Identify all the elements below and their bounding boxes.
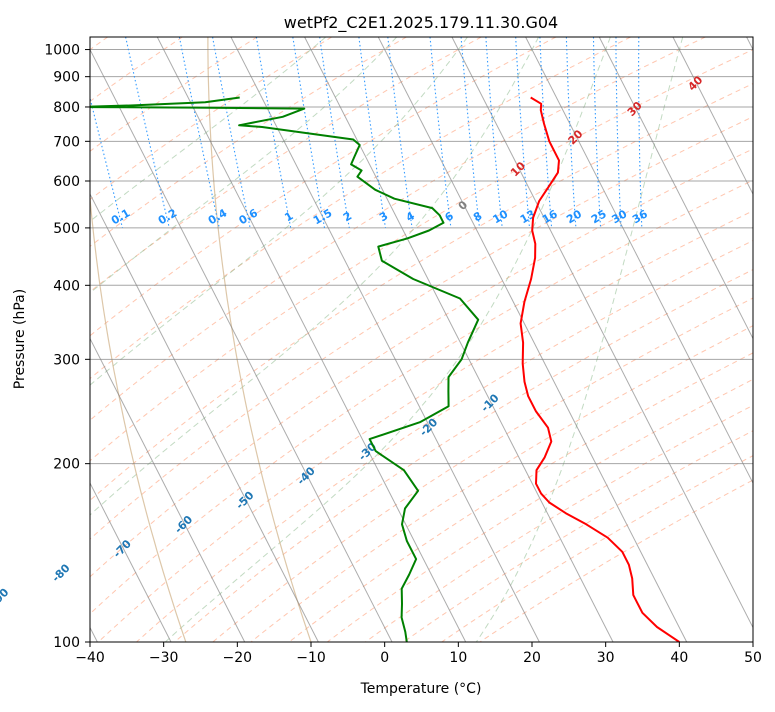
dry-adiabat-label: -90	[0, 586, 12, 609]
x-tick-label: −30	[149, 650, 179, 666]
x-tick-label: 0	[380, 650, 389, 666]
x-tick-label: −20	[223, 650, 253, 666]
x-tick-label: 40	[670, 650, 688, 666]
y-tick-label: 300	[53, 352, 80, 368]
x-axis-label: Temperature (°C)	[360, 681, 482, 697]
y-tick-label: 100	[53, 635, 80, 651]
y-tick-label: 800	[53, 100, 80, 116]
x-tick-label: 30	[597, 650, 615, 666]
chart-title: wetPf2_C2E1.2025.179.11.30.G04	[284, 13, 558, 33]
y-tick-label: 600	[53, 174, 80, 190]
y-tick-label: 200	[53, 457, 80, 473]
x-tick-label: −40	[75, 650, 105, 666]
y-tick-label: 900	[53, 70, 80, 86]
dry-adiabat-label: -80	[49, 561, 72, 584]
y-tick-label: 400	[53, 278, 80, 294]
x-tick-label: 20	[523, 650, 541, 666]
y-tick-label: 1000	[44, 43, 80, 59]
y-tick-label: 700	[53, 134, 80, 150]
x-tick-label: 50	[744, 650, 762, 666]
plot-area-background	[90, 37, 753, 642]
x-tick-label: −10	[296, 650, 326, 666]
y-axis-label: Pressure (hPa)	[12, 289, 28, 389]
x-tick-label: 10	[449, 650, 467, 666]
y-tick-label: 500	[53, 221, 80, 237]
